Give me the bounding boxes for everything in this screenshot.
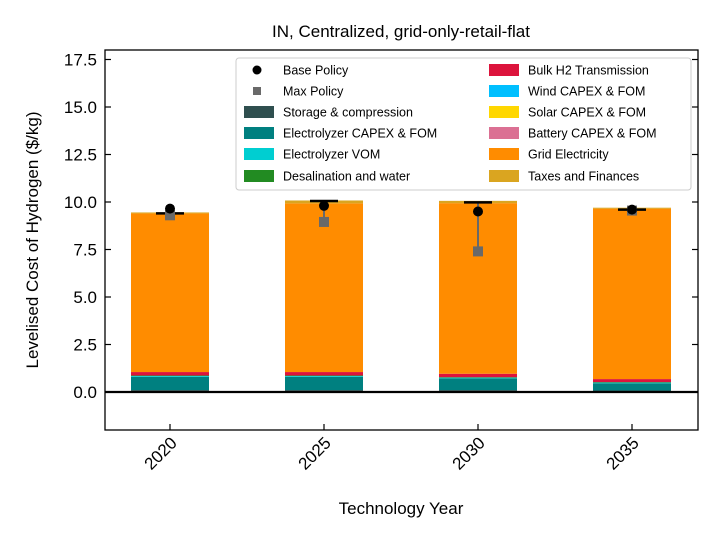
bar-segment-2025-8 <box>285 203 363 373</box>
legend-patch-4 <box>244 148 274 160</box>
legend-label: Storage & compression <box>283 106 413 120</box>
legend-patch-5 <box>244 170 274 182</box>
x-tick-label: 2025 <box>295 433 335 473</box>
plot-frame <box>104 49 699 431</box>
y-axis-label: Levelised Cost of Hydrogen ($/kg) <box>23 111 42 368</box>
y-tick-label: 7.5 <box>73 241 97 260</box>
legend-patch-9 <box>489 127 519 139</box>
bar-segment-2025-2 <box>285 375 363 377</box>
legend-label: Bulk H2 Transmission <box>528 64 649 78</box>
bar-segment-2030-3 <box>439 377 517 378</box>
y-tick-label: 17.5 <box>64 51 97 70</box>
x-tick-label: 2020 <box>141 433 181 473</box>
bar-segment-2035-4 <box>593 379 671 383</box>
legend-label: Desalination and water <box>283 170 410 184</box>
y-tick-label: 0.0 <box>73 383 97 402</box>
y-tick-label: 15.0 <box>64 98 97 117</box>
bar-segment-2035-1 <box>593 383 671 391</box>
bar-segment-2035-2 <box>593 382 671 384</box>
base-policy-marker-2030 <box>473 206 483 217</box>
legend-label: Solar CAPEX & FOM <box>528 106 646 120</box>
max-policy-marker-2025 <box>319 216 329 227</box>
x-tick-label: 2030 <box>449 433 489 473</box>
base-policy-marker-2020 <box>165 203 175 214</box>
max-policy-marker-2020 <box>165 210 175 221</box>
bar-segment-2025-3 <box>285 375 363 376</box>
legend-patch-11 <box>489 170 519 182</box>
bar-segment-2035-3 <box>593 382 671 383</box>
bar-segment-2030-1 <box>439 378 517 391</box>
legend-patch-10 <box>489 148 519 160</box>
bar-segment-2020-2 <box>131 375 209 377</box>
max-policy-marker-2030 <box>473 246 483 257</box>
bars-layer <box>131 200 671 392</box>
legend-marker-max-policy <box>253 87 261 95</box>
bar-segment-2035-8 <box>593 208 671 380</box>
legend-label: Battery CAPEX & FOM <box>528 127 657 141</box>
y-tick-label: 12.5 <box>64 146 97 165</box>
legend-label: Taxes and Finances <box>528 170 639 184</box>
bar-segment-2020-4 <box>131 372 209 376</box>
legend-label: Electrolyzer CAPEX & FOM <box>283 127 437 141</box>
y-tick-label: 10.0 <box>64 193 97 212</box>
legend: Base Policy Max Policy Storage & compressi… <box>235 57 692 191</box>
bar-segment-2030-4 <box>439 373 517 378</box>
x-tick-label: 2035 <box>603 433 643 473</box>
bar-segment-2025-4 <box>285 372 363 376</box>
y-tick-label: 2.5 <box>73 336 97 355</box>
legend-label: Grid Electricity <box>528 148 609 162</box>
legend-label: Max Policy <box>283 85 344 99</box>
y-tick-label: 5.0 <box>73 288 97 307</box>
legend-patch-7 <box>489 85 519 97</box>
legend-label: Electrolyzer VOM <box>283 148 380 162</box>
legend-marker-base-policy <box>252 65 262 75</box>
legend-patch-6 <box>489 64 519 76</box>
legend-label: Wind CAPEX & FOM <box>528 85 645 99</box>
legend-box <box>235 57 692 191</box>
base-policy-marker-2025 <box>319 200 329 211</box>
bar-segment-2020-8 <box>131 213 209 373</box>
base-policy-marker-2035 <box>627 204 637 215</box>
legend-patch-2 <box>244 106 274 118</box>
y-axis: 0.0 2.5 5.0 7.5 10.0 12.5 15.0 17.5 <box>64 51 698 402</box>
bar-segment-2020-1 <box>131 376 209 391</box>
bar-segment-2020-3 <box>131 375 209 376</box>
x-axis-label: Technology Year <box>339 499 464 518</box>
bar-segment-2030-2 <box>439 377 517 379</box>
legend-patch-3 <box>244 127 274 139</box>
x-axis: 2020 2025 2030 2035 <box>141 424 643 474</box>
policy-markers-layer <box>156 199 646 257</box>
bar-segment-2025-1 <box>285 376 363 391</box>
legend-label: Base Policy <box>283 64 349 78</box>
legend-patch-8 <box>489 106 519 118</box>
chart-title: IN, Centralized, grid-only-retail-flat <box>272 22 530 41</box>
